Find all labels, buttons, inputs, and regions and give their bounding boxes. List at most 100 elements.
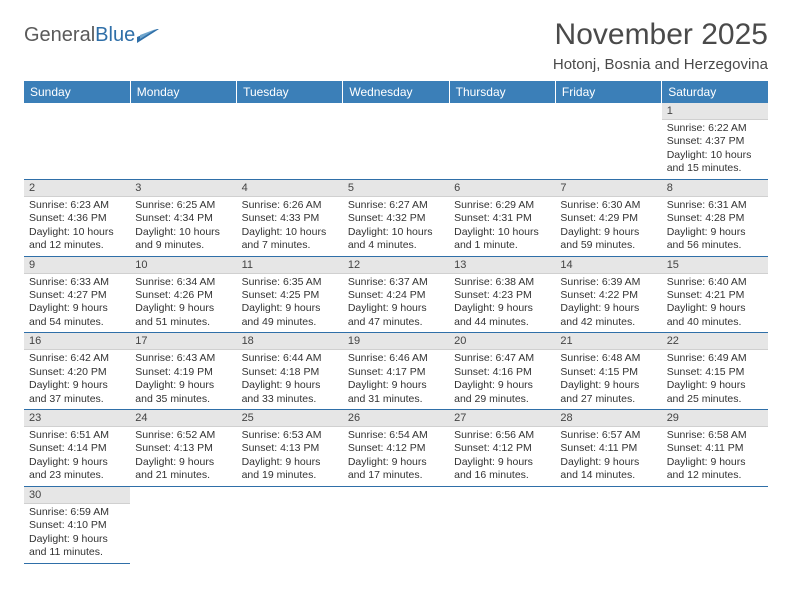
- daylight-line: Daylight: 9 hours and 29 minutes.: [454, 379, 550, 406]
- day-number: 17: [130, 333, 236, 350]
- weekday-header: Thursday: [449, 81, 555, 103]
- calendar-cell: [343, 103, 449, 179]
- day-number: 26: [343, 410, 449, 427]
- calendar-cell: 4Sunrise: 6:26 AMSunset: 4:33 PMDaylight…: [237, 179, 343, 256]
- sunrise-line: Sunrise: 6:33 AM: [29, 276, 125, 289]
- sunset-line: Sunset: 4:10 PM: [29, 519, 125, 532]
- sunrise-line: Sunrise: 6:46 AM: [348, 352, 444, 365]
- sunrise-line: Sunrise: 6:29 AM: [454, 199, 550, 212]
- daylight-line: Daylight: 9 hours and 19 minutes.: [242, 456, 338, 483]
- calendar-cell: [237, 103, 343, 179]
- day-info: Sunrise: 6:43 AMSunset: 4:19 PMDaylight:…: [130, 350, 236, 409]
- calendar-cell: 10Sunrise: 6:34 AMSunset: 4:26 PMDayligh…: [130, 256, 236, 333]
- daylight-line: Daylight: 9 hours and 40 minutes.: [667, 302, 763, 329]
- day-number: 24: [130, 410, 236, 427]
- daylight-line: Daylight: 10 hours and 1 minute.: [454, 226, 550, 253]
- day-info: Sunrise: 6:22 AMSunset: 4:37 PMDaylight:…: [662, 120, 768, 179]
- sunset-line: Sunset: 4:21 PM: [667, 289, 763, 302]
- calendar-table: SundayMondayTuesdayWednesdayThursdayFrid…: [24, 81, 768, 564]
- day-info: Sunrise: 6:38 AMSunset: 4:23 PMDaylight:…: [449, 274, 555, 333]
- sunset-line: Sunset: 4:33 PM: [242, 212, 338, 225]
- brand-logo: GeneralBlue: [24, 24, 159, 47]
- calendar-cell: 19 Sunrise: 6:46 AMSunset: 4:17 PMDayligh…: [343, 333, 449, 410]
- sunrise-line: Sunrise: 6:52 AM: [135, 429, 231, 442]
- calendar-cell: 11Sunrise: 6:35 AMSunset: 4:25 PMDayligh…: [237, 256, 343, 333]
- sunrise-line: Sunrise: 6:35 AM: [242, 276, 338, 289]
- day-info: Sunrise: 6:31 AMSunset: 4:28 PMDaylight:…: [662, 197, 768, 256]
- sunset-line: Sunset: 4:12 PM: [454, 442, 550, 455]
- flag-icon: [137, 27, 159, 43]
- daylight-line: Daylight: 10 hours and 12 minutes.: [29, 226, 125, 253]
- day-info: Sunrise: 6:57 AMSunset: 4:11 PMDaylight:…: [555, 427, 661, 486]
- sunrise-line: Sunrise: 6:37 AM: [348, 276, 444, 289]
- calendar-cell: 7Sunrise: 6:30 AMSunset: 4:29 PMDaylight…: [555, 179, 661, 256]
- daylight-line: Daylight: 9 hours and 54 minutes.: [29, 302, 125, 329]
- day-number: 11: [237, 257, 343, 274]
- calendar-cell: 13Sunrise: 6:38 AMSunset: 4:23 PMDayligh…: [449, 256, 555, 333]
- sunset-line: Sunset: 4:14 PM: [29, 442, 125, 455]
- day-info: Sunrise: 6:25 AMSunset: 4:34 PMDaylight:…: [130, 197, 236, 256]
- day-info: Sunrise: 6:23 AMSunset: 4:36 PMDaylight:…: [24, 197, 130, 256]
- day-info: Sunrise: 6:27 AMSunset: 4:32 PMDaylight:…: [343, 197, 449, 256]
- sunset-line: Sunset: 4:13 PM: [135, 442, 231, 455]
- day-number: 5: [343, 180, 449, 197]
- day-number: 18: [237, 333, 343, 350]
- sunrise-line: Sunrise: 6:34 AM: [135, 276, 231, 289]
- sunset-line: Sunset: 4:11 PM: [560, 442, 656, 455]
- weekday-header: Sunday: [24, 81, 130, 103]
- location-label: Hotonj, Bosnia and Herzegovina: [553, 56, 768, 73]
- sunrise-line: Sunrise: 6:27 AM: [348, 199, 444, 212]
- sunrise-line: Sunrise: 6:42 AM: [29, 352, 125, 365]
- calendar-header: SundayMondayTuesdayWednesdayThursdayFrid…: [24, 81, 768, 103]
- calendar-cell: 22Sunrise: 6:49 AMSunset: 4:15 PMDayligh…: [662, 333, 768, 410]
- daylight-line: Daylight: 9 hours and 44 minutes.: [454, 302, 550, 329]
- day-info: Sunrise: 6:48 AMSunset: 4:15 PMDaylight:…: [555, 350, 661, 409]
- day-info: Sunrise: 6:47 AMSunset: 4:16 PMDaylight:…: [449, 350, 555, 409]
- day-number: 19: [343, 333, 449, 350]
- sunrise-line: Sunrise: 6:58 AM: [667, 429, 763, 442]
- calendar-cell: [449, 103, 555, 179]
- calendar-cell: [237, 486, 343, 563]
- daylight-line: Daylight: 9 hours and 31 minutes.: [348, 379, 444, 406]
- sunrise-line: Sunrise: 6:44 AM: [242, 352, 338, 365]
- day-number: 4: [237, 180, 343, 197]
- daylight-line: Daylight: 9 hours and 51 minutes.: [135, 302, 231, 329]
- daylight-line: Daylight: 9 hours and 14 minutes.: [560, 456, 656, 483]
- calendar-cell: 27Sunrise: 6:56 AMSunset: 4:12 PMDayligh…: [449, 410, 555, 487]
- weekday-header: Monday: [130, 81, 236, 103]
- sunset-line: Sunset: 4:24 PM: [348, 289, 444, 302]
- weekday-header: Saturday: [662, 81, 768, 103]
- day-number: 30: [24, 487, 130, 504]
- calendar-cell: 3Sunrise: 6:25 AMSunset: 4:34 PMDaylight…: [130, 179, 236, 256]
- sunset-line: Sunset: 4:17 PM: [348, 366, 444, 379]
- daylight-line: Daylight: 9 hours and 37 minutes.: [29, 379, 125, 406]
- sunset-line: Sunset: 4:25 PM: [242, 289, 338, 302]
- calendar-cell: 30Sunrise: 6:59 AMSunset: 4:10 PMDayligh…: [24, 486, 130, 563]
- day-info: Sunrise: 6:56 AMSunset: 4:12 PMDaylight:…: [449, 427, 555, 486]
- calendar-cell: 29Sunrise: 6:58 AMSunset: 4:11 PMDayligh…: [662, 410, 768, 487]
- calendar-cell: [343, 486, 449, 563]
- daylight-line: Daylight: 9 hours and 47 minutes.: [348, 302, 444, 329]
- daylight-line: Daylight: 9 hours and 23 minutes.: [29, 456, 125, 483]
- calendar-cell: 26Sunrise: 6:54 AMSunset: 4:12 PMDayligh…: [343, 410, 449, 487]
- sunset-line: Sunset: 4:29 PM: [560, 212, 656, 225]
- day-info: Sunrise: 6:49 AMSunset: 4:15 PMDaylight:…: [662, 350, 768, 409]
- sunset-line: Sunset: 4:34 PM: [135, 212, 231, 225]
- day-number: 28: [555, 410, 661, 427]
- day-number: 13: [449, 257, 555, 274]
- daylight-line: Daylight: 9 hours and 25 minutes.: [667, 379, 763, 406]
- day-number: 10: [130, 257, 236, 274]
- day-number: 9: [24, 257, 130, 274]
- day-number: 20: [449, 333, 555, 350]
- daylight-line: Daylight: 9 hours and 16 minutes.: [454, 456, 550, 483]
- day-info: Sunrise: 6:30 AMSunset: 4:29 PMDaylight:…: [555, 197, 661, 256]
- day-info: Sunrise: 6:35 AMSunset: 4:25 PMDaylight:…: [237, 274, 343, 333]
- weekday-header: Tuesday: [237, 81, 343, 103]
- sunset-line: Sunset: 4:22 PM: [560, 289, 656, 302]
- sunset-line: Sunset: 4:28 PM: [667, 212, 763, 225]
- daylight-line: Daylight: 9 hours and 33 minutes.: [242, 379, 338, 406]
- calendar-cell: 28Sunrise: 6:57 AMSunset: 4:11 PMDayligh…: [555, 410, 661, 487]
- day-number: 3: [130, 180, 236, 197]
- day-info: Sunrise: 6:42 AMSunset: 4:20 PMDaylight:…: [24, 350, 130, 409]
- brand-part2: Blue: [95, 24, 135, 47]
